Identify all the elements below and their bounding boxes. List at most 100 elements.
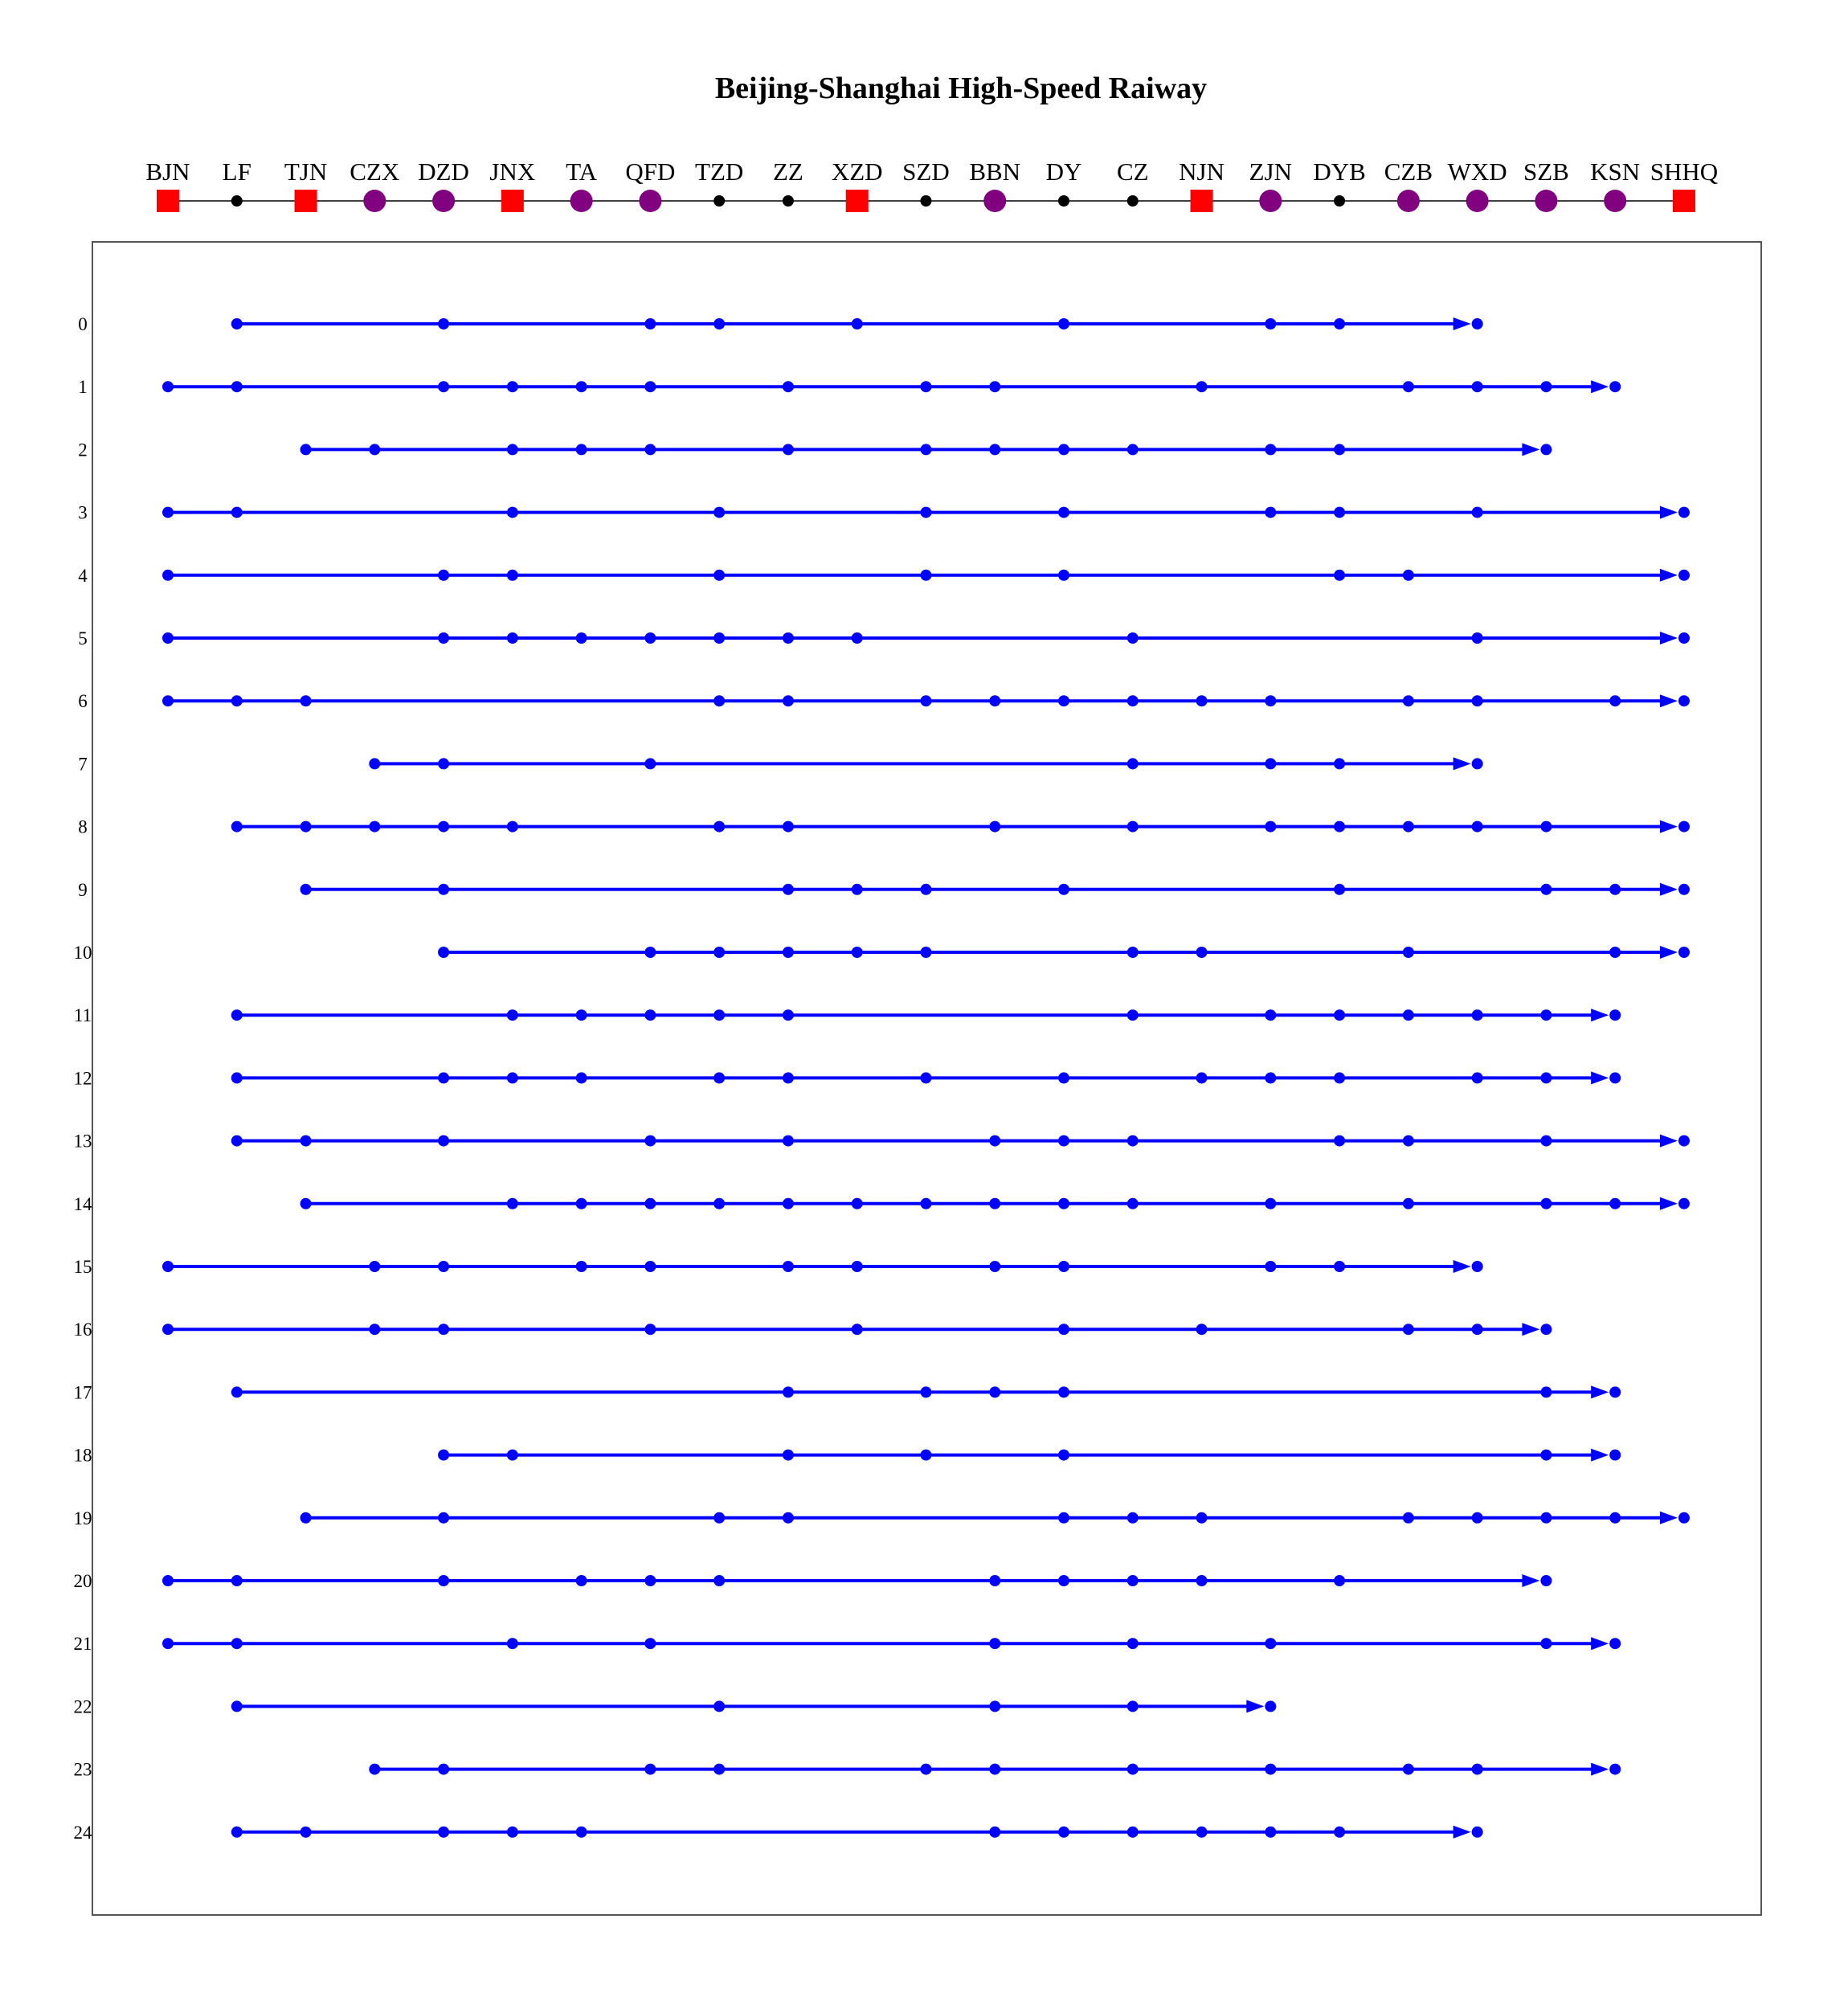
train-direction-arrow [1591, 1385, 1609, 1399]
train-stop-dot [782, 1197, 794, 1209]
train-row-label: 20 [74, 1571, 92, 1591]
train-row-label: 21 [74, 1634, 92, 1654]
train-stop-dot [851, 1261, 863, 1272]
train-stop-dot [713, 1072, 726, 1084]
train-stop-dot [575, 1009, 587, 1021]
station-label-wxd: WXD [1448, 158, 1507, 186]
train-16-route [162, 1323, 1552, 1336]
station-label-czb: CZB [1384, 158, 1433, 186]
train-stop-dot [1265, 1700, 1277, 1712]
train-stop-dot [1058, 1324, 1070, 1336]
train-stop-dot [1540, 444, 1552, 456]
train-stop-dot [1609, 947, 1621, 958]
train-stop-dot [1471, 820, 1483, 833]
train-stop-dot [1678, 1512, 1690, 1524]
train-stop-dot [1058, 1386, 1070, 1398]
train-stop-dot [1540, 1009, 1552, 1021]
train-stop-dot [644, 1135, 656, 1147]
train-stop-dot [1058, 695, 1070, 707]
train-stop-dot [1196, 1826, 1208, 1838]
train-stop-dot [369, 820, 381, 833]
train-stop-dot [1058, 444, 1070, 456]
train-direction-arrow [1522, 1574, 1540, 1587]
train-stop-dot [1678, 1135, 1690, 1147]
train-stop-dot [1126, 1826, 1139, 1838]
station-label-bbn: BBN [969, 158, 1020, 186]
station-label-zz: ZZ [773, 158, 803, 186]
train-stop-dot [1126, 695, 1139, 707]
train-stop-dot [1265, 758, 1277, 770]
train-stop-dot [506, 444, 518, 456]
train-stop-dot [1058, 1449, 1070, 1461]
train-stop-dot [438, 1324, 450, 1336]
train-stop-dot [1540, 1072, 1552, 1084]
train-direction-arrow [1659, 1511, 1678, 1524]
train-stop-dot [1402, 1512, 1414, 1524]
train-direction-arrow [1453, 757, 1471, 771]
train-stop-dot [782, 1009, 794, 1021]
train-stop-dot [506, 1009, 518, 1021]
train-stop-dot [1058, 318, 1070, 329]
train-stop-dot [1126, 1763, 1139, 1775]
train-stop-dot [1471, 381, 1483, 393]
train-stop-dot [1265, 1009, 1277, 1021]
train-23-route [369, 1762, 1621, 1776]
train-stop-dot [1334, 318, 1346, 329]
train-row-label: 22 [74, 1696, 92, 1716]
train-stop-dot [1402, 1135, 1414, 1147]
train-row-label: 13 [74, 1131, 92, 1152]
train-stop-dot [1058, 1512, 1070, 1524]
train-stop-dot [438, 1135, 450, 1147]
train-stop-dot [782, 1386, 794, 1398]
train-stop-dot [506, 1638, 518, 1650]
train-stop-dot [1196, 695, 1208, 707]
train-stop-dot [1265, 444, 1277, 456]
train-stop-dot [1609, 1449, 1621, 1461]
train-stop-dot [1058, 1826, 1070, 1838]
train-stop-dot [1609, 1638, 1621, 1650]
train-stop-dot [1540, 1135, 1552, 1147]
train-stop-dot [1334, 883, 1346, 895]
train-direction-arrow [1659, 505, 1678, 519]
train-stop-dot [438, 1826, 450, 1838]
train-stop-dot [1265, 1638, 1277, 1650]
train-stop-dot [1334, 1575, 1346, 1586]
train-stop-dot [1471, 1072, 1483, 1084]
train-stop-dot [1471, 1009, 1483, 1021]
minor-station-marker [713, 195, 726, 207]
train-stop-dot [438, 1763, 450, 1775]
minor-station-marker [1058, 195, 1070, 207]
train-stop-dot [851, 1197, 863, 1209]
train-stop-dot [644, 1638, 656, 1650]
station-label-lf: LF [223, 158, 251, 186]
train-stop-dot [1540, 1324, 1552, 1336]
train-stop-dot [575, 1072, 587, 1084]
train-stop-dot [1126, 1009, 1139, 1021]
train-stop-dot [506, 820, 518, 833]
train-stop-dot [438, 1512, 450, 1524]
train-stop-dot [162, 1575, 174, 1586]
station-label-dy: DY [1046, 158, 1082, 186]
train-stop-dot [920, 695, 932, 707]
train-stop-dot [989, 1135, 1001, 1147]
train-14-route [300, 1197, 1690, 1210]
train-stop-dot [1471, 695, 1483, 707]
mid-station-marker [1535, 190, 1558, 212]
station-label-xzd: XZD [832, 158, 883, 186]
train-row-label: 23 [74, 1760, 92, 1780]
train-stop-dot [851, 947, 863, 958]
train-5-route [162, 632, 1690, 644]
train-stop-dot [231, 1575, 243, 1586]
train-stop-dot [1058, 506, 1070, 518]
train-stop-dot [506, 506, 518, 518]
train-stop-dot [1402, 1324, 1414, 1336]
train-21-route [162, 1637, 1621, 1651]
train-3-route [162, 505, 1690, 519]
train-stop-dot [989, 1638, 1001, 1650]
train-stop-dot [1471, 1512, 1483, 1524]
station-label-cz: CZ [1117, 158, 1149, 186]
train-direction-arrow [1659, 882, 1678, 896]
train-lines [162, 317, 1690, 1839]
train-stop-dot [162, 1261, 174, 1272]
